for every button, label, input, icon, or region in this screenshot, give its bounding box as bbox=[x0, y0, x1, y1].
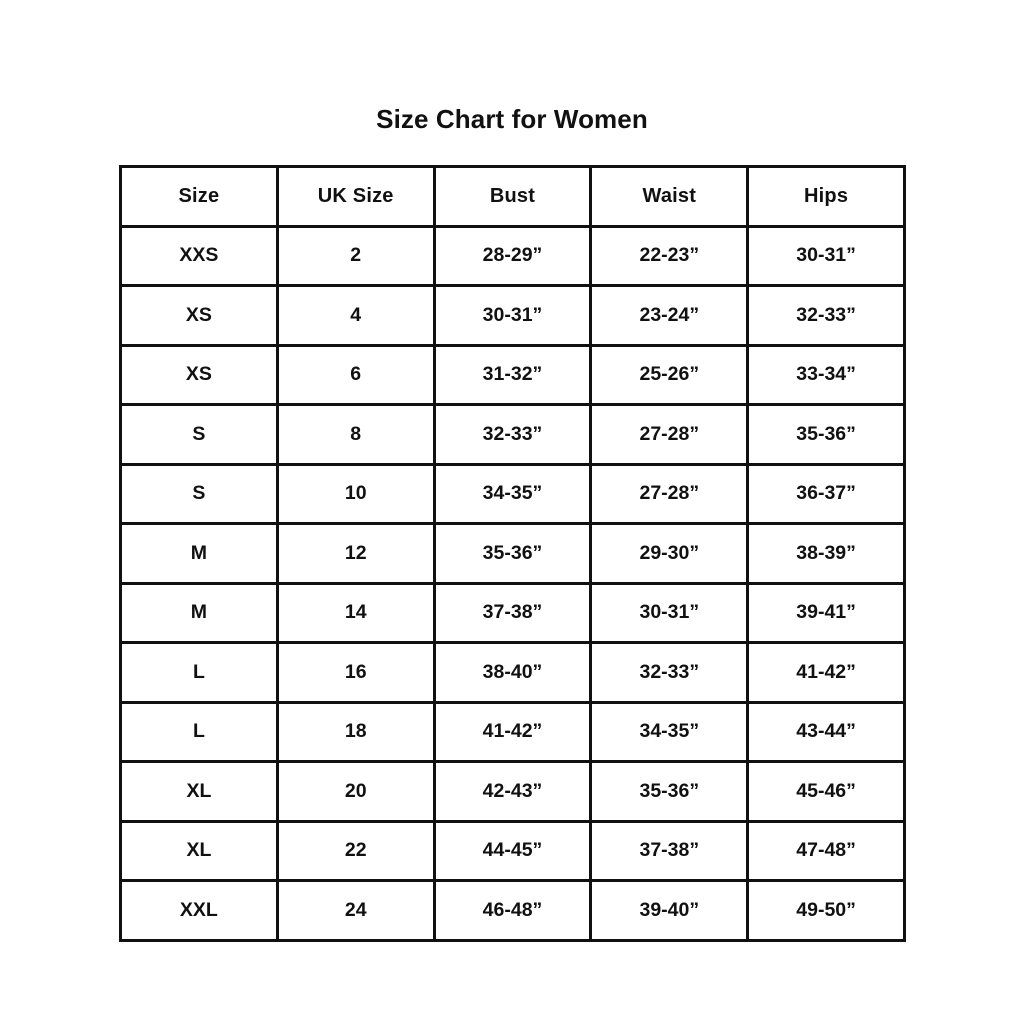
cell-size: XXL bbox=[119, 879, 279, 942]
cell-waist: 37-38” bbox=[589, 819, 750, 882]
cell-bust: 35-36” bbox=[432, 522, 593, 585]
cell-size: S bbox=[119, 403, 279, 466]
cell-size: XL bbox=[119, 819, 279, 882]
table-row: XS 6 31-32” 25-26” 33-34” bbox=[119, 343, 906, 406]
cell-waist: 25-26” bbox=[589, 343, 750, 406]
table-row: XS 4 30-31” 23-24” 32-33” bbox=[119, 284, 906, 347]
cell-bust: 32-33” bbox=[432, 403, 593, 466]
cell-waist: 32-33” bbox=[589, 641, 750, 704]
column-header-bust: Bust bbox=[432, 165, 593, 228]
cell-uk-size: 6 bbox=[275, 343, 436, 406]
cell-uk-size: 10 bbox=[275, 462, 436, 525]
cell-bust: 37-38” bbox=[432, 581, 593, 644]
column-header-waist: Waist bbox=[589, 165, 750, 228]
table-header: Size UK Size Bust Waist Hips bbox=[119, 165, 906, 228]
cell-hips: 47-48” bbox=[746, 819, 906, 882]
cell-hips: 49-50” bbox=[746, 879, 906, 942]
cell-waist: 27-28” bbox=[589, 403, 750, 466]
cell-uk-size: 22 bbox=[275, 819, 436, 882]
cell-uk-size: 4 bbox=[275, 284, 436, 347]
cell-size: M bbox=[119, 522, 279, 585]
cell-hips: 45-46” bbox=[746, 760, 906, 823]
table-row: XL 22 44-45” 37-38” 47-48” bbox=[119, 819, 906, 882]
page-title: Size Chart for Women bbox=[376, 104, 648, 134]
cell-waist: 30-31” bbox=[589, 581, 750, 644]
cell-hips: 43-44” bbox=[746, 700, 906, 763]
cell-hips: 35-36” bbox=[746, 403, 906, 466]
cell-size: L bbox=[119, 700, 279, 763]
column-header-hips: Hips bbox=[746, 165, 906, 228]
table-row: M 14 37-38” 30-31” 39-41” bbox=[119, 581, 906, 644]
cell-uk-size: 14 bbox=[275, 581, 436, 644]
cell-waist: 29-30” bbox=[589, 522, 750, 585]
table-row: XL 20 42-43” 35-36” 45-46” bbox=[119, 760, 906, 823]
cell-bust: 41-42” bbox=[432, 700, 593, 763]
cell-size: XS bbox=[119, 284, 279, 347]
cell-hips: 32-33” bbox=[746, 284, 906, 347]
column-header-uk-size: UK Size bbox=[275, 165, 436, 228]
cell-bust: 44-45” bbox=[432, 819, 593, 882]
size-chart-table-container: Size UK Size Bust Waist Hips XXS 2 28-29” 22-23… bbox=[119, 165, 906, 942]
cell-waist: 27-28” bbox=[589, 462, 750, 525]
cell-hips: 38-39” bbox=[746, 522, 906, 585]
table-body: XXS 2 28-29” 22-23” 30-31” XS 4 30-31” 23-24” 32-… bbox=[119, 224, 906, 942]
cell-size: S bbox=[119, 462, 279, 525]
cell-bust: 42-43” bbox=[432, 760, 593, 823]
cell-hips: 33-34” bbox=[746, 343, 906, 406]
cell-waist: 34-35” bbox=[589, 700, 750, 763]
cell-bust: 28-29” bbox=[432, 224, 593, 287]
table-row: S 10 34-35” 27-28” 36-37” bbox=[119, 462, 906, 525]
cell-size: XL bbox=[119, 760, 279, 823]
cell-waist: 35-36” bbox=[589, 760, 750, 823]
cell-uk-size: 12 bbox=[275, 522, 436, 585]
cell-uk-size: 2 bbox=[275, 224, 436, 287]
table-row: L 16 38-40” 32-33” 41-42” bbox=[119, 641, 906, 704]
cell-uk-size: 24 bbox=[275, 879, 436, 942]
cell-size: XS bbox=[119, 343, 279, 406]
cell-size: L bbox=[119, 641, 279, 704]
table-row: S 8 32-33” 27-28” 35-36” bbox=[119, 403, 906, 466]
cell-hips: 30-31” bbox=[746, 224, 906, 287]
column-header-size: Size bbox=[119, 165, 279, 228]
cell-size: M bbox=[119, 581, 279, 644]
table-header-row: Size UK Size Bust Waist Hips bbox=[119, 165, 906, 228]
table-row: XXL 24 46-48” 39-40” 49-50” bbox=[119, 879, 906, 942]
table-row: M 12 35-36” 29-30” 38-39” bbox=[119, 522, 906, 585]
cell-bust: 46-48” bbox=[432, 879, 593, 942]
cell-size: XXS bbox=[119, 224, 279, 287]
cell-waist: 39-40” bbox=[589, 879, 750, 942]
table-row: L 18 41-42” 34-35” 43-44” bbox=[119, 700, 906, 763]
cell-hips: 39-41” bbox=[746, 581, 906, 644]
cell-waist: 22-23” bbox=[589, 224, 750, 287]
cell-bust: 30-31” bbox=[432, 284, 593, 347]
cell-bust: 38-40” bbox=[432, 641, 593, 704]
cell-hips: 41-42” bbox=[746, 641, 906, 704]
cell-bust: 31-32” bbox=[432, 343, 593, 406]
cell-uk-size: 18 bbox=[275, 700, 436, 763]
cell-uk-size: 16 bbox=[275, 641, 436, 704]
table-row: XXS 2 28-29” 22-23” 30-31” bbox=[119, 224, 906, 287]
cell-hips: 36-37” bbox=[746, 462, 906, 525]
cell-bust: 34-35” bbox=[432, 462, 593, 525]
cell-waist: 23-24” bbox=[589, 284, 750, 347]
cell-uk-size: 20 bbox=[275, 760, 436, 823]
cell-uk-size: 8 bbox=[275, 403, 436, 466]
size-chart-table: Size UK Size Bust Waist Hips XXS 2 28-29” 22-23… bbox=[119, 165, 906, 942]
